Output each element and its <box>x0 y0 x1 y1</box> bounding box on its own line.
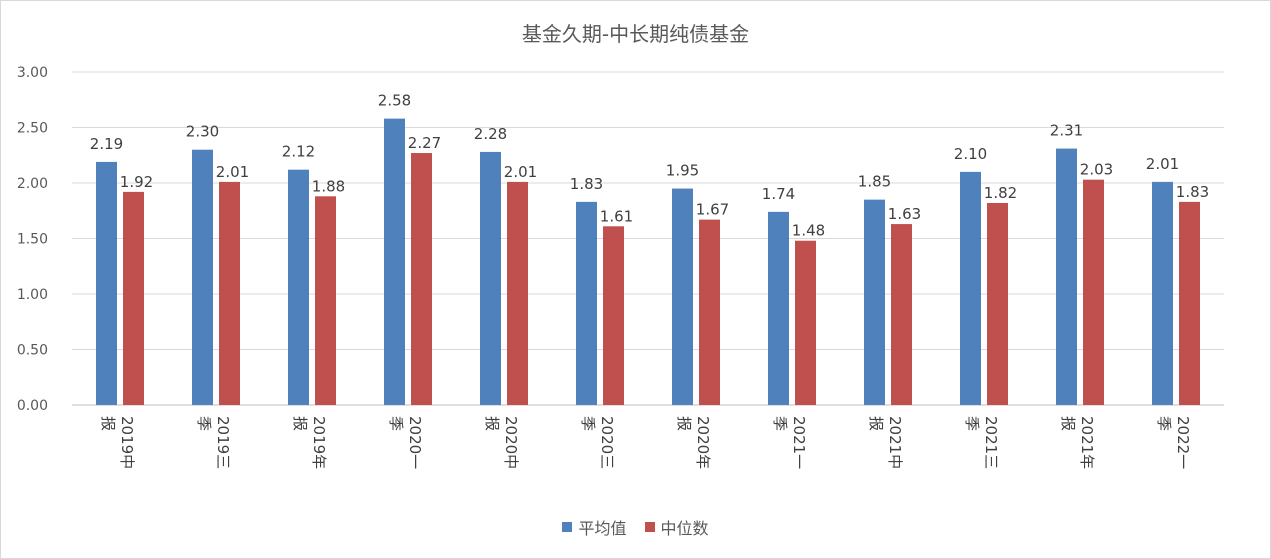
data-label: 1.88 <box>312 177 345 195</box>
data-label: 1.83 <box>1176 183 1209 201</box>
x-tick-label: 2020三 <box>598 416 616 469</box>
data-label: 1.85 <box>858 173 891 191</box>
x-tick-label: 季 <box>387 416 405 431</box>
x-tick-label: 2021中 <box>886 416 904 469</box>
legend-label-mean: 平均值 <box>578 519 627 538</box>
x-tick-label: 2019中 <box>118 416 136 469</box>
legend-swatch-mean <box>562 522 573 532</box>
chart-title: 基金久期-中长期纯债基金 <box>521 22 750 46</box>
bar-mean <box>960 171 981 405</box>
bar-mean <box>384 118 405 406</box>
x-tick-label: 报 <box>675 416 693 431</box>
bar-median <box>411 153 432 405</box>
x-tick-label: 2021三 <box>982 416 1000 469</box>
bar-median <box>315 196 336 405</box>
bar-mean <box>1152 181 1173 405</box>
data-label: 1.82 <box>984 184 1017 202</box>
bar-mean <box>672 188 693 405</box>
bar-median <box>891 224 912 405</box>
bar-median <box>987 202 1008 405</box>
y-tick-label: 3.00 <box>17 65 48 81</box>
data-label: 2.19 <box>90 135 123 153</box>
x-tick-label: 2019年 <box>310 416 328 469</box>
data-label: 1.61 <box>600 207 633 225</box>
data-label: 2.01 <box>216 163 249 181</box>
data-label: 2.01 <box>1146 155 1179 173</box>
data-label: 1.63 <box>888 205 921 223</box>
data-label: 2.03 <box>1080 161 1113 179</box>
y-tick-label: 2.00 <box>17 176 48 192</box>
legend: 平均值 中位数 <box>0 515 1271 539</box>
bar-mean <box>768 211 789 405</box>
bar-mean <box>1056 148 1077 405</box>
bar-mean <box>864 199 885 405</box>
legend-item-mean: 平均值 <box>562 515 627 539</box>
bar-median <box>1179 201 1200 405</box>
legend-item-median: 中位数 <box>644 515 709 539</box>
data-label: 2.10 <box>954 145 987 163</box>
bar-mean <box>576 201 597 405</box>
x-tick-label: 2022一 <box>1174 416 1192 469</box>
x-tick-label: 报 <box>867 416 885 431</box>
x-tick-label: 2020年 <box>694 416 712 469</box>
data-label: 2.30 <box>186 123 219 141</box>
bar-median <box>507 181 528 405</box>
x-tick-label: 报 <box>99 416 117 431</box>
data-label: 1.83 <box>570 175 603 193</box>
data-label: 1.95 <box>666 162 699 180</box>
data-label: 2.58 <box>378 92 411 110</box>
legend-swatch-median <box>644 522 655 532</box>
x-tick-label: 2021年 <box>1078 416 1096 469</box>
data-label: 2.28 <box>474 125 507 143</box>
data-label: 1.92 <box>120 173 153 191</box>
bar-median <box>1083 179 1104 405</box>
x-tick-label: 2020中 <box>502 416 520 469</box>
bar-median <box>795 240 816 405</box>
bar-median <box>123 191 144 405</box>
y-tick-label: 1.50 <box>17 232 48 248</box>
x-tick-label: 报 <box>291 416 309 431</box>
data-label: 2.27 <box>408 134 441 152</box>
bar-mean <box>192 149 213 405</box>
bar-median <box>219 181 240 405</box>
bar-mean <box>96 161 117 405</box>
legend-label-median: 中位数 <box>660 519 709 538</box>
x-tick-label: 季 <box>195 416 213 431</box>
data-label: 1.74 <box>762 185 795 203</box>
bar-median <box>699 219 720 405</box>
x-tick-label: 2020一 <box>406 416 424 469</box>
bar-mean <box>480 151 501 405</box>
bar-mean <box>288 169 309 405</box>
data-label: 1.48 <box>792 222 825 240</box>
x-tick-label: 季 <box>771 416 789 431</box>
x-tick-label: 2019三 <box>214 416 232 469</box>
x-tick-label: 季 <box>1155 416 1173 431</box>
x-tick-label: 报 <box>483 416 501 431</box>
y-tick-label: 0.00 <box>17 398 48 414</box>
y-tick-label: 1.00 <box>17 287 48 303</box>
data-label: 2.01 <box>504 163 537 181</box>
x-tick-label: 季 <box>963 416 981 431</box>
x-tick-label: 季 <box>579 416 597 431</box>
data-label: 2.12 <box>282 143 315 161</box>
x-tick-label: 2021一 <box>790 416 808 469</box>
y-tick-label: 2.50 <box>17 121 48 137</box>
x-tick-label: 报 <box>1059 416 1077 431</box>
y-tick-label: 0.50 <box>17 343 48 359</box>
data-label: 2.31 <box>1050 122 1083 140</box>
bar-median <box>603 226 624 405</box>
data-label: 1.67 <box>696 201 729 219</box>
